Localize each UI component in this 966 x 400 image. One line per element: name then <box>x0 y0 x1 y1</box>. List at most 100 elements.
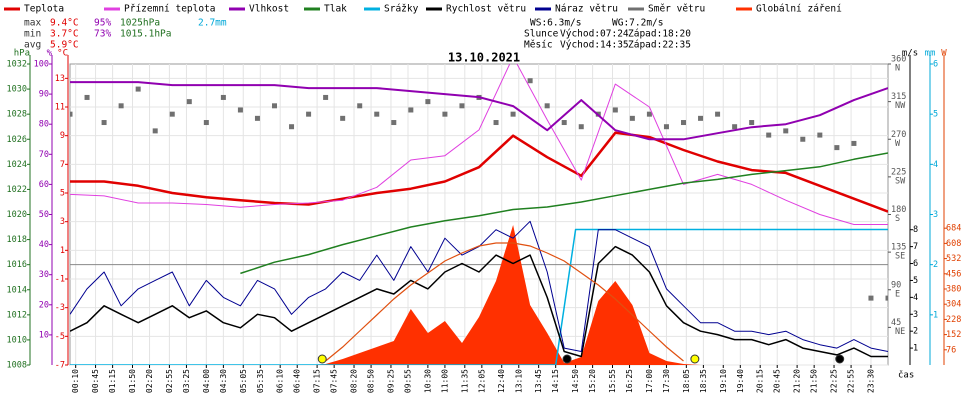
y-tick-label: 180 <box>891 205 906 215</box>
stat-value: 1015.1hPa <box>120 29 171 40</box>
legend-label: Tlak <box>324 4 347 15</box>
y-tick-label: 1028 <box>7 110 27 120</box>
x-tick-label: 04:00 <box>202 369 211 393</box>
y-tick-label: 7 <box>913 242 918 252</box>
y-tick-label: 1018 <box>7 235 27 245</box>
y-tick-label: 2 <box>933 260 938 270</box>
legend-label: Směr větru <box>648 4 705 15</box>
y-tick-label: 45 <box>891 318 901 328</box>
sun-marker <box>690 354 700 364</box>
x-tick-label: 09:25 <box>386 369 395 393</box>
x-tick-label: 19:40 <box>736 369 745 393</box>
series-point <box>84 94 90 100</box>
axis-unit: mm <box>925 49 936 59</box>
series-point <box>203 120 209 126</box>
series-point <box>646 111 652 117</box>
y-tick-label: 40 <box>39 240 49 250</box>
series-line <box>70 81 888 141</box>
series-point <box>783 128 789 134</box>
y-tick-label: 3 <box>933 210 938 220</box>
y-tick-label: 60 <box>39 180 49 190</box>
y-tick-label: 6 <box>933 60 938 70</box>
series-point <box>289 124 295 130</box>
y-tick-label: 70 <box>39 150 49 160</box>
x-tick-label: 13:10 <box>514 369 523 393</box>
y-tick-label: 228 <box>946 315 961 325</box>
axes: 00:10 00:45 01:15 01:50 02:20 02:55 03:25 04:00… <box>7 49 962 394</box>
stat-label: max <box>24 18 41 29</box>
stat-label: avg <box>24 40 41 51</box>
x-tick-label: 06:40 <box>293 369 302 393</box>
series-point <box>459 103 465 109</box>
series-point <box>527 78 533 84</box>
x-tick-label: 08:20 <box>350 369 359 393</box>
x-tick-label: 06:10 <box>276 369 285 393</box>
x-tick-label: 20:15 <box>756 369 765 393</box>
series-point <box>629 115 635 121</box>
y-tick-label: 225 <box>891 167 906 177</box>
axis-unit: °C <box>57 49 68 59</box>
y-tick-label: 1022 <box>7 185 27 195</box>
series-point <box>220 94 226 100</box>
y-tick-label: -3 <box>55 303 65 313</box>
y-tick-label: 4 <box>913 293 918 303</box>
series-point <box>612 107 618 113</box>
series-line <box>70 131 888 213</box>
axis-unit: W <box>941 49 947 59</box>
series-point <box>169 111 175 117</box>
x-tick-label: 07:15 <box>313 369 322 393</box>
y-tick-label: 3 <box>913 310 918 320</box>
y-tick-label: 11 <box>55 103 65 113</box>
x-axis-label: čas <box>898 370 914 381</box>
y-tick-name: N <box>895 64 900 74</box>
stat-value: 73% <box>94 29 111 40</box>
y-tick-label: 50 <box>39 210 49 220</box>
series-point <box>663 124 669 130</box>
stat-value: 3.7°C <box>50 29 79 40</box>
series-line <box>240 152 888 275</box>
y-tick-label: 1 <box>933 310 938 320</box>
x-tick-label: 02:55 <box>165 369 174 393</box>
y-tick-label: 1032 <box>7 60 27 70</box>
axis-unit: m/s <box>902 49 918 59</box>
x-tick-label: 04:30 <box>219 369 228 393</box>
y-tick-label: 1016 <box>7 260 27 270</box>
y-tick-label: 90 <box>39 90 49 100</box>
stat-value: 95% <box>94 18 111 29</box>
series-point <box>118 103 124 109</box>
y-tick-label: 7 <box>60 160 65 170</box>
series-point <box>340 115 346 121</box>
x-tick-label: 09:55 <box>403 369 412 393</box>
x-tick-label: 14:50 <box>571 369 580 393</box>
x-tick-label: 18:05 <box>682 369 691 393</box>
series-line <box>70 245 888 358</box>
y-tick-name: SE <box>895 252 905 262</box>
astro-text: Východ:14:35 <box>560 40 629 51</box>
x-tick-label: 10:30 <box>423 369 432 393</box>
stats: max 9.4°C 95% 1025hPa 2.7mm min 3.7°C 73… <box>24 18 227 51</box>
series-line <box>70 228 888 365</box>
series-point <box>681 120 686 126</box>
legend-label: Rychlost větru <box>446 4 526 15</box>
legend-label: Globální záření <box>756 4 842 15</box>
clear-sky-line <box>325 242 684 362</box>
legend-label: Teplota <box>24 4 64 15</box>
astro-text: Východ:07:24 <box>560 29 629 40</box>
y-tick-name: W <box>895 139 901 149</box>
y-tick-label: 20 <box>39 300 49 310</box>
series-line <box>70 64 888 225</box>
x-tick-label: 11:35 <box>460 369 469 393</box>
y-tick-label: 80 <box>39 120 49 130</box>
series-point <box>868 295 874 301</box>
y-tick-label: 1030 <box>7 85 27 95</box>
y-tick-label: 1 <box>60 246 65 256</box>
sun-marker <box>317 354 327 364</box>
x-tick-label: 22:55 <box>847 369 856 393</box>
y-tick-label: -5 <box>55 332 65 342</box>
astro: WS:6.3m/s WG:7.2m/s Slunce Východ:07:24 … <box>524 18 691 51</box>
y-tick-name: SW <box>895 176 906 186</box>
y-tick-name: S <box>895 214 900 224</box>
series-point <box>70 111 73 117</box>
y-tick-label: 456 <box>946 269 961 279</box>
